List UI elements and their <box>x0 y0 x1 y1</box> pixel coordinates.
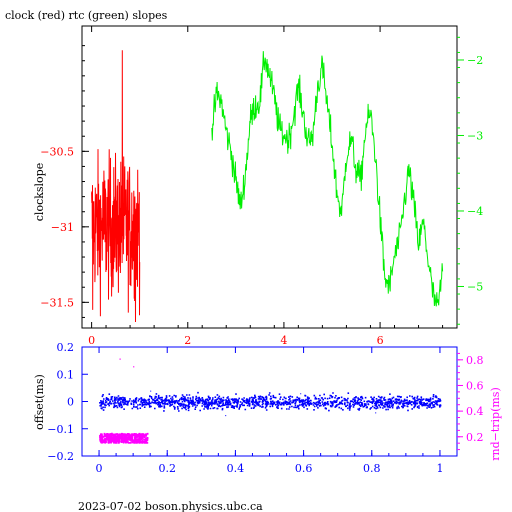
rtc-line <box>211 51 444 307</box>
bottom-chart: 0 0.2 0.4 0.6 0.8 1 −0.2 −0.1 0 0.1 0.2 0.2 0.4 0.6 0.… <box>33 341 502 475</box>
rndtrip-series <box>99 358 149 444</box>
bottom-y2-tick-label: 0.2 <box>466 431 484 444</box>
bottom-x-tick-label: 1 <box>436 462 443 475</box>
top-y2-tick-label: −5 <box>467 280 483 293</box>
bottom-y2-tick-label: 0.4 <box>466 405 484 418</box>
rtc-series <box>211 51 444 307</box>
top-x-tick-label: 2 <box>184 334 191 347</box>
bottom-y-axis-label: offset(ms) <box>33 374 46 430</box>
bottom-y-tick-label: 0 <box>67 396 74 409</box>
bottom-y2-tick-label: 0.6 <box>466 379 484 392</box>
bottom-x-tick-label: 0.6 <box>295 462 313 475</box>
bottom-x-tick-label: 0 <box>96 462 103 475</box>
footer-caption: 2023-07-02 boson.physics.ubc.ca <box>78 500 263 512</box>
bottom-x-tick-label: 0.2 <box>158 462 176 475</box>
top-y2-tick-label: −4 <box>467 205 483 218</box>
top-y2-tick-label: −3 <box>467 129 483 142</box>
top-y-tick-label: −30.5 <box>40 145 74 158</box>
bottom-x-tick-label: 0.4 <box>227 462 245 475</box>
bottom-y-tick-label: −0.2 <box>47 450 74 463</box>
offset-series <box>99 390 442 417</box>
top-x-tick-label: 4 <box>280 334 287 347</box>
chart-title: clock (red) rtc (green) slopes <box>5 9 168 22</box>
top-y-tick-label: −31 <box>51 221 74 234</box>
top-y-tick-label: −31.5 <box>40 296 74 309</box>
bottom-axes: 0 0.2 0.4 0.6 0.8 1 −0.2 −0.1 0 0.1 0.2 0.2 0.4 0.6 0.… <box>47 341 483 475</box>
top-plot-frame <box>81 25 458 329</box>
bottom-y-tick-label: 0.2 <box>57 341 75 354</box>
bottom-y-tick-label: 0.1 <box>57 368 75 381</box>
bottom-right-axis-label: rnd−trip(ms) <box>489 387 502 461</box>
clock-series <box>91 50 141 323</box>
bottom-x-tick-label: 0.8 <box>363 462 381 475</box>
clock-line <box>91 50 141 323</box>
rndtrip-points <box>99 358 149 444</box>
offset-points <box>99 390 442 417</box>
top-chart: 0 2 4 6 −31.5 −31 −30.5 −5 −4 −3 −2 clockslope <box>33 25 483 347</box>
bottom-y-tick-label: −0.1 <box>47 423 74 436</box>
top-x-tick-label: 6 <box>377 334 384 347</box>
top-x-tick-label: 0 <box>88 334 95 347</box>
top-y-axis-label: clockslope <box>33 163 46 221</box>
bottom-y2-tick-label: 0.8 <box>466 354 484 367</box>
top-y2-tick-label: −2 <box>467 54 483 67</box>
top-axes: 0 2 4 6 −31.5 −31 −30.5 −5 −4 −3 −2 <box>40 26 483 347</box>
